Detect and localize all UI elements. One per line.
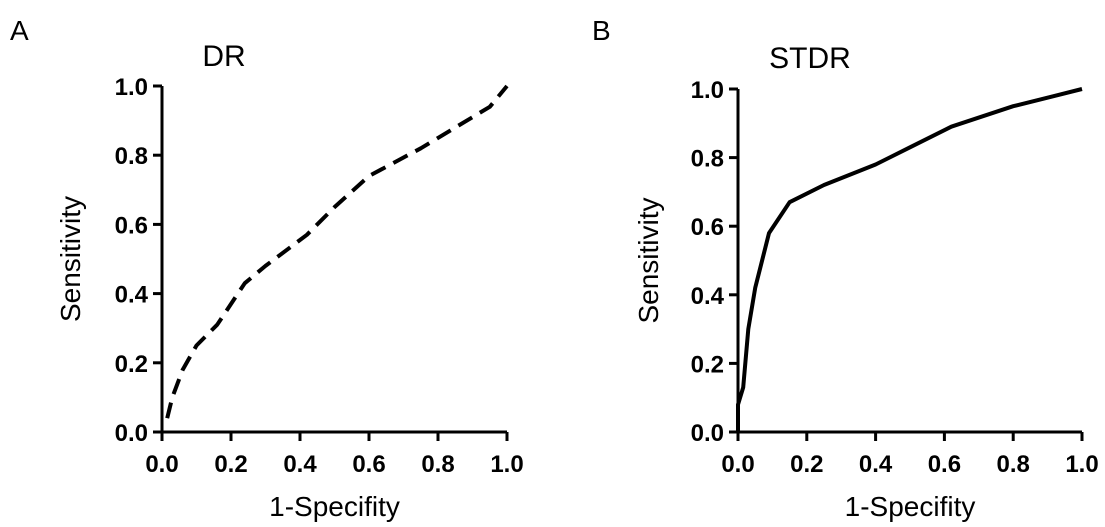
panel-a-y-tick-label: 0.0 [115,420,148,447]
panel-b-x-tick-label: 0.0 [721,451,754,478]
panel-b-x-tick-label: 1.0 [1065,451,1098,478]
panel-b-y-tick-label: 0.6 [691,214,724,241]
panel-b-letter: B [592,15,611,46]
panel-b-x-axis-label: 1-Specifity [845,491,976,522]
panel-b-x-tick-label: 0.8 [997,451,1030,478]
panel-b-y-tick-label: 0.8 [691,146,724,173]
panel-a-x-tick-label: 0.0 [145,451,178,478]
panel-a-x-tick-label: 1.0 [490,451,523,478]
panel-b-x-tick-label: 0.6 [928,451,961,478]
panel-a-y-tick-label: 0.4 [115,282,149,309]
panel-a-y-tick-label: 0.2 [115,351,148,378]
panel-a-x-tick-label: 0.6 [352,451,385,478]
panel-a-y-tick-label: 0.8 [115,143,148,170]
panel-a-letter: A [10,15,29,46]
panel-b-x-tick-label: 0.2 [790,451,823,478]
panel-b-title: STDR [769,42,851,75]
panel-a-x-tick-label: 0.8 [421,451,454,478]
panel-b-y-axis-label: Sensitivity [633,197,664,323]
panel-a-y-tick-label: 1.0 [115,74,148,101]
panel-a-x-tick-label: 0.4 [283,451,317,478]
panel-a-title: DR [202,40,245,73]
panel-b-y-tick-label: 0.0 [691,420,724,447]
panel-b-y-tick-label: 0.4 [691,283,725,310]
panel-b-y-tick-label: 0.2 [691,351,724,378]
panel-b-x-tick-label: 0.4 [859,451,893,478]
panel-a-x-tick-label: 0.2 [214,451,247,478]
panel-a-x-axis-label: 1-Specifity [269,491,400,522]
panel-b-y-tick-label: 1.0 [691,77,724,104]
panel-a-y-tick-label: 0.6 [115,212,148,239]
panel-a-roc-curve [165,84,509,419]
panel-b-roc-curve [736,87,1083,432]
panel-a-y-axis-label: Sensitivity [55,196,86,322]
